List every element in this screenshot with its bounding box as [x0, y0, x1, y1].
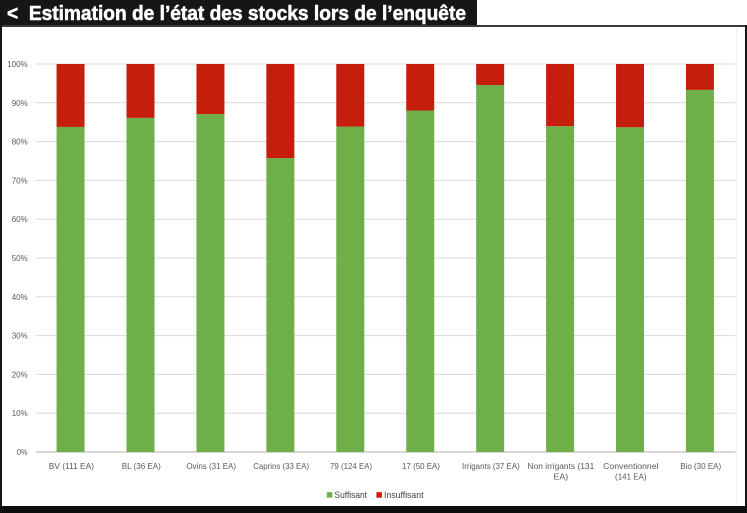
svg-text:Non irrigants (131: Non irrigants (131 — [528, 461, 595, 471]
svg-text:Conventionnel: Conventionnel — [603, 461, 658, 471]
svg-text:(141 EA): (141 EA) — [615, 472, 647, 482]
svg-text:17 (50 EA): 17 (50 EA) — [402, 461, 440, 471]
svg-text:10%: 10% — [12, 408, 28, 418]
svg-text:50%: 50% — [12, 253, 28, 263]
svg-text:Insuffisant: Insuffisant — [384, 490, 424, 500]
svg-text:60%: 60% — [12, 214, 28, 224]
svg-text:BV (111 EA): BV (111 EA) — [49, 461, 94, 471]
svg-text:79 (124 EA): 79 (124 EA) — [330, 461, 372, 471]
svg-text:30%: 30% — [12, 331, 28, 341]
svg-text:40%: 40% — [12, 292, 28, 302]
svg-text:90%: 90% — [12, 98, 28, 108]
svg-text:20%: 20% — [12, 369, 28, 379]
svg-text:0%: 0% — [17, 447, 28, 457]
svg-text:70%: 70% — [12, 175, 28, 185]
svg-text:EA): EA) — [554, 472, 569, 482]
svg-text:Irrigants (37 EA): Irrigants (37 EA) — [462, 461, 520, 471]
svg-text:Caprins (33 EA): Caprins (33 EA) — [253, 461, 309, 471]
svg-text:Suffisant: Suffisant — [335, 490, 368, 500]
svg-text:BL (36 EA): BL (36 EA) — [122, 461, 161, 471]
svg-text:80%: 80% — [12, 137, 28, 147]
svg-text:100%: 100% — [7, 59, 28, 69]
svg-text:Ovins (31 EA): Ovins (31 EA) — [186, 461, 236, 471]
svg-text:Bio (30 EA): Bio (30 EA) — [680, 461, 721, 471]
